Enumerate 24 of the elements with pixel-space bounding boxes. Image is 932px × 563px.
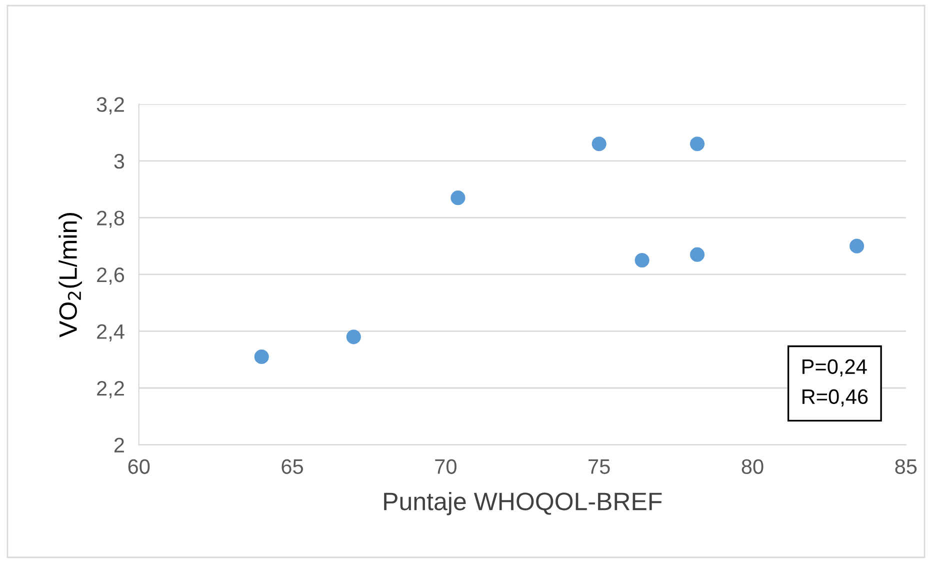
y-tick-label: 2 xyxy=(114,438,124,452)
annotation: P=0,24 R=0,46 xyxy=(802,359,868,407)
x-tick-label: 70 xyxy=(435,459,456,474)
x-tick-label: 60 xyxy=(128,459,150,474)
point xyxy=(254,349,269,364)
y-tick-label: 2,2 xyxy=(97,381,124,398)
y-tick-label: 2,6 xyxy=(97,267,124,285)
y-axis-title: VO$_{2}$(L/min) xyxy=(58,213,82,338)
point xyxy=(450,190,466,206)
y-tick-label: 2,8 xyxy=(97,210,124,228)
point xyxy=(634,252,650,268)
x-axis-title: Puntaje WHOQOL-BREF xyxy=(384,492,662,516)
x-tick-label: 65 xyxy=(282,459,303,474)
point xyxy=(346,330,361,344)
point xyxy=(592,136,606,152)
point xyxy=(690,136,705,152)
x-tick-label: 75 xyxy=(588,459,610,474)
y-tick-label: 2,4 xyxy=(97,324,124,342)
x-tick-label: 80 xyxy=(742,459,764,474)
y-tick-label: 3,2 xyxy=(96,97,124,114)
y-tick-label: 3 xyxy=(114,154,124,169)
point xyxy=(850,238,864,254)
x-tick-label: 85 xyxy=(895,459,917,474)
point xyxy=(690,247,705,262)
